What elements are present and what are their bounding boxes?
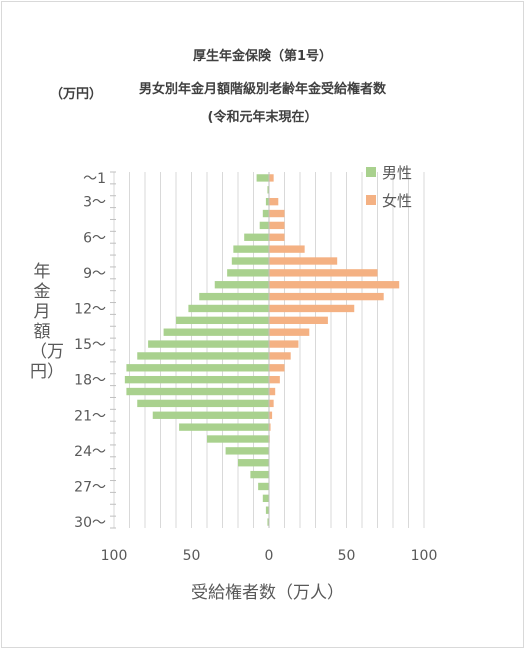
x-tick-label: 50 <box>183 548 201 564</box>
bar-female <box>269 411 273 419</box>
bar-female <box>269 174 274 182</box>
bar-male <box>238 459 269 467</box>
legend-swatch-male <box>366 167 376 177</box>
bar-female <box>269 197 279 206</box>
bar-male <box>126 387 270 396</box>
bar-female <box>269 375 280 384</box>
bar-female <box>269 269 378 277</box>
y-tick-label: 21～ <box>74 408 106 424</box>
bar-female <box>269 399 274 408</box>
bar-male <box>250 470 269 479</box>
bar-male <box>256 174 269 182</box>
bar-female <box>269 221 285 230</box>
bar-male <box>199 292 269 301</box>
x-axis-label: 受給権者数（万人） <box>191 583 344 603</box>
bar-male <box>152 411 269 419</box>
legend-label-female: 女性 <box>382 192 412 210</box>
bar-male <box>265 197 269 206</box>
bar-male <box>124 375 269 384</box>
bar-male <box>262 209 269 218</box>
bar-male <box>267 518 269 526</box>
bar-male <box>227 269 269 277</box>
x-tick-label: 0 <box>265 548 274 564</box>
bar-male <box>214 281 269 289</box>
bar-female <box>269 328 310 336</box>
bar-male <box>207 435 269 443</box>
bar-male <box>233 245 269 253</box>
bar-male <box>244 233 269 241</box>
bar-male <box>258 482 269 491</box>
y-tick-label: 30～ <box>74 515 106 531</box>
y-tick-label: 12～ <box>74 301 106 317</box>
bar-male <box>231 257 269 265</box>
bar-male <box>225 447 269 455</box>
y-tick-label: 18～ <box>74 373 106 389</box>
bar-female <box>269 257 338 265</box>
y-tick-label: 27～ <box>74 479 106 495</box>
y-tick-label: 6～ <box>83 230 106 246</box>
y-tick-label: 15～ <box>74 337 106 353</box>
chart-title-line-3: (令和元年末現在） <box>207 110 318 125</box>
bar-female <box>269 316 328 325</box>
x-tick-label: 50 <box>338 548 356 564</box>
bar-female <box>269 281 400 289</box>
bar-male <box>179 423 269 431</box>
chart-title-line-2: 男女別年金月額階級別老齢年金受給権者数 <box>138 82 386 97</box>
bar-male <box>137 399 269 408</box>
y-tick-label: 9～ <box>83 266 106 282</box>
bar-male <box>259 221 269 230</box>
bar-female <box>269 245 305 253</box>
bar-female <box>269 352 291 360</box>
legend-swatch-female <box>366 195 376 205</box>
bar-male <box>265 506 269 514</box>
bar-female <box>269 423 271 431</box>
bar-female <box>269 292 384 301</box>
unit-label: （万円） <box>50 87 103 102</box>
x-tick-label: 100 <box>101 548 128 564</box>
bar-male <box>126 364 270 372</box>
chart-title-line-1: 厚生年金保険（第1号） <box>192 49 333 64</box>
y-tick-label: 3～ <box>83 195 106 211</box>
bar-male <box>148 340 269 348</box>
x-tick-label: 100 <box>411 548 438 564</box>
bar-female <box>269 233 285 241</box>
y-tick-label: 24～ <box>74 444 106 460</box>
bar-male <box>176 316 269 325</box>
bar-male <box>267 186 269 194</box>
y-tick-label: ～1 <box>83 171 106 187</box>
legend-label-male: 男性 <box>382 164 412 182</box>
bar-female <box>269 209 285 218</box>
bar-female <box>269 364 285 372</box>
bar-male <box>262 494 269 503</box>
bar-male <box>137 352 269 360</box>
bar-male <box>188 304 269 313</box>
bar-female <box>269 304 355 313</box>
bar-female <box>269 387 276 396</box>
bar-male <box>163 328 269 336</box>
bar-female <box>269 340 299 348</box>
